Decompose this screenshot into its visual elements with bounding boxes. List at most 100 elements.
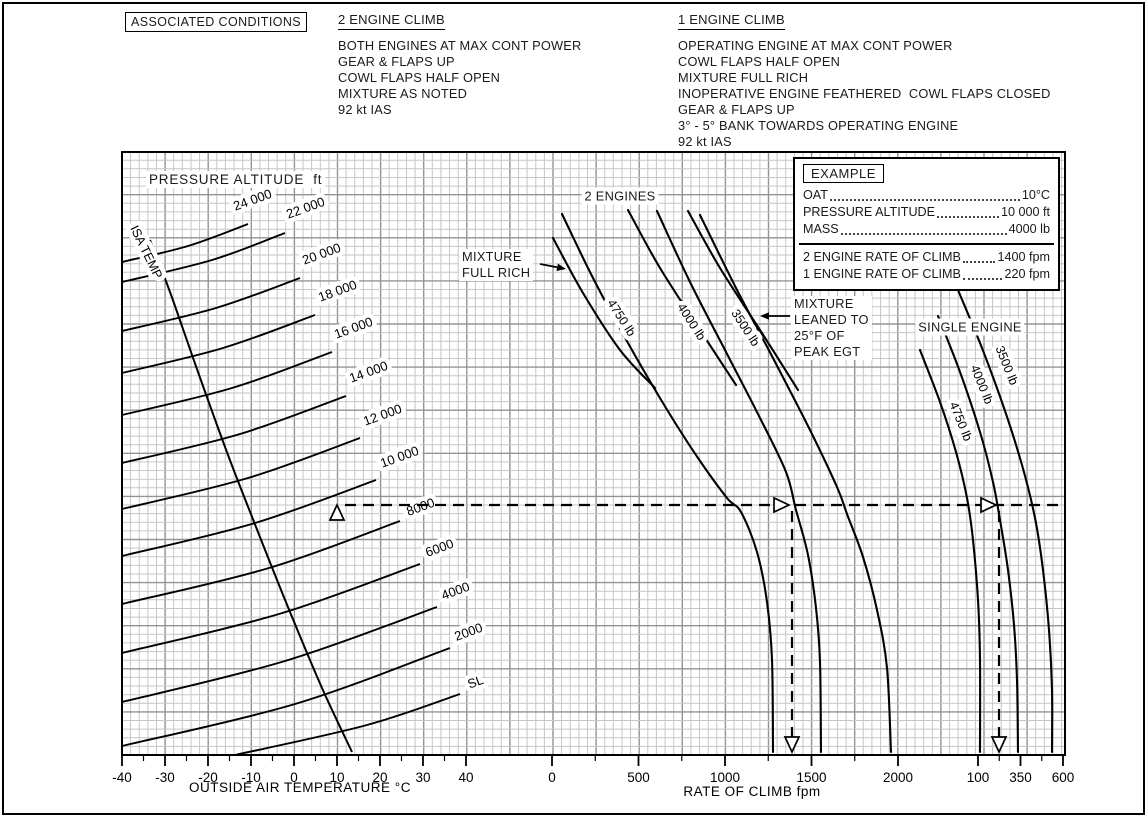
rate-of-climb-axis-tick-label: 500	[627, 770, 650, 785]
example-row: OAT 10°C	[803, 187, 1050, 204]
text-line: LEANED TO	[794, 312, 869, 327]
dotted-leader	[829, 199, 1020, 201]
annotation-arrow-head	[556, 263, 566, 272]
example-trace-arrowhead	[773, 496, 792, 514]
text-line: 3° - 5° BANK TOWARDS OPERATING ENGINE	[678, 118, 959, 133]
dotted-leader	[962, 261, 996, 263]
altitude-line	[121, 563, 421, 654]
example-row-label: PRESSURE ALTITUDE	[803, 205, 936, 219]
two-engine-full-rich-curve	[551, 236, 657, 390]
rate-of-climb-axis-tick-label: 0	[548, 770, 556, 785]
example-row-label: 1 ENGINE RATE OF CLIMB	[803, 267, 961, 281]
text-line: COWL FLAPS HALF OPEN	[338, 70, 501, 85]
example-trace-arrowhead	[990, 736, 1008, 755]
isa-temp-line	[149, 239, 353, 753]
text-line: BOTH ENGINES AT MAX CONT POWER	[338, 38, 582, 53]
mixture-full-rich-note: MIXTURE FULL RICH	[459, 249, 534, 281]
example-row: 1 ENGINE RATE OF CLIMB 220 fpm	[803, 266, 1050, 283]
dotted-leader	[840, 233, 1007, 235]
temperature-axis-tick-label: -30	[155, 770, 175, 785]
example-row: PRESSURE ALTITUDE 10 000 ft	[803, 204, 1050, 221]
associated-conditions-box: ASSOCIATED CONDITIONS	[125, 12, 307, 32]
dotted-leader	[962, 278, 1003, 280]
example-row-value: 10 000 ft	[1000, 205, 1050, 219]
rate-of-climb-axis-title: RATE OF CLIMB fpm	[683, 784, 820, 799]
example-title: EXAMPLE	[803, 164, 884, 183]
temperature-axis-tick-label: -20	[198, 770, 218, 785]
text-line: OPERATING ENGINE AT MAX CONT POWER	[678, 38, 953, 53]
single-engine-axis-tick-label: 100	[967, 770, 990, 785]
example-trace-arrowhead	[328, 502, 346, 521]
rate-of-climb-axis-tick-label: 2000	[883, 770, 913, 785]
altitude-line	[121, 606, 438, 703]
two-engine-curves: 4750 lb 4000 lb 3500 lb	[551, 208, 893, 754]
two-engine-full-rich-curve	[626, 208, 738, 387]
two-engine-leaned-curve	[655, 209, 823, 754]
example-box: EXAMPLE OAT 10°C PRESSURE ALTITUDE 10 000 f…	[793, 157, 1060, 291]
single-engine-axis-tick-label: 600	[1052, 770, 1075, 785]
altitude-line	[121, 520, 401, 605]
altitude-line-label: 8000	[404, 495, 436, 519]
altitude-line	[121, 647, 451, 747]
two-engine-climb-items: BOTH ENGINES AT MAX CONT POWER GEAR & FLA…	[338, 38, 582, 118]
altitude-line	[121, 232, 286, 283]
altitude-line-label: 14 000	[347, 358, 389, 386]
one-engine-climb-conditions: 1 ENGINE CLIMB OPERATING ENGINE AT MAX C…	[678, 12, 1051, 150]
example-trace-arrowhead	[783, 736, 801, 755]
altitude-line	[121, 223, 249, 263]
two-engine-climb-title: 2 ENGINE CLIMB	[338, 12, 445, 30]
example-separator	[799, 243, 1054, 245]
axes: -40 -30 -20 -10 0 10 20 30 40 OUTSIDE AIR TEMPERA…	[112, 755, 1074, 799]
two-engine-full-rich-curve	[686, 209, 800, 392]
two-engine-leaned-curve	[560, 212, 775, 754]
example-row-value: 4000 lb	[1008, 222, 1050, 236]
two-engines-group-label: 2 ENGINES	[581, 187, 659, 205]
text-line: MIXTURE	[462, 249, 522, 264]
example-row: 2 ENGINE RATE OF CLIMB 1400 fpm	[803, 249, 1050, 266]
text-line: GEAR & FLAPS UP	[338, 54, 455, 69]
text-line: MIXTURE	[794, 296, 854, 311]
altitude-line-label: 16 000	[332, 314, 374, 342]
dotted-leader	[937, 216, 999, 218]
altitude-line	[121, 395, 347, 464]
rate-of-climb-axis-tick-label: 1500	[796, 770, 826, 785]
text-line: INOPERATIVE ENGINE FEATHERED COWL FLAPS …	[678, 86, 1051, 101]
altitude-line-label: SL	[465, 672, 485, 692]
temperature-axis-tick-label: 30	[415, 770, 430, 785]
temperature-axis-tick-label: 20	[372, 770, 387, 785]
temperature-axis-title: OUTSIDE AIR TEMPERATURE °C	[189, 780, 411, 795]
altitude-line-label: 10 000	[378, 443, 420, 471]
example-inputs: OAT 10°C PRESSURE ALTITUDE 10 000 ft MASS 400…	[803, 187, 1050, 238]
single-engine-curve	[918, 348, 982, 754]
text-line: MIXTURE FULL RICH	[678, 70, 809, 85]
text-line: COWL FLAPS HALF OPEN	[678, 54, 841, 69]
chart-border	[121, 151, 1066, 756]
text-line: 25°F OF	[794, 328, 845, 343]
one-engine-climb-items: OPERATING ENGINE AT MAX CONT POWER COWL F…	[678, 38, 1051, 150]
one-engine-climb-title: 1 ENGINE CLIMB	[678, 12, 785, 30]
example-row-label: 2 ENGINE RATE OF CLIMB	[803, 250, 961, 264]
text-line: PEAK EGT	[794, 344, 861, 359]
two-engine-climb-conditions: 2 ENGINE CLIMB BOTH ENGINES AT MAX CONT …	[338, 12, 582, 118]
altitude-line	[121, 314, 316, 374]
example-row-label: MASS	[803, 222, 839, 236]
example-row-value: 1400 fpm	[997, 250, 1050, 264]
annotation-arrow-head	[760, 312, 769, 320]
text-line: GEAR & FLAPS UP	[678, 102, 795, 117]
temperature-axis-tick-label: -10	[241, 770, 261, 785]
example-row-label: OAT	[803, 188, 828, 202]
text-line: FULL RICH	[462, 265, 531, 280]
single-engine-group-label: SINGLE ENGINE	[915, 318, 1025, 336]
rate-of-climb-axis-tick-label: 1000	[710, 770, 740, 785]
example-results: 2 ENGINE RATE OF CLIMB 1400 fpm 1 ENGINE R…	[803, 249, 1050, 283]
two-engine-leaned-curve	[698, 213, 893, 754]
example-row: MASS 4000 lb	[803, 221, 1050, 238]
example-trace	[328, 263, 1063, 755]
single-engine-curve	[956, 288, 1054, 754]
single-engine-axis-tick-label: 350	[1009, 770, 1032, 785]
altitude-line	[121, 351, 333, 416]
text-line: 92 kt IAS	[338, 102, 392, 117]
example-row-value: 220 fpm	[1004, 267, 1050, 281]
